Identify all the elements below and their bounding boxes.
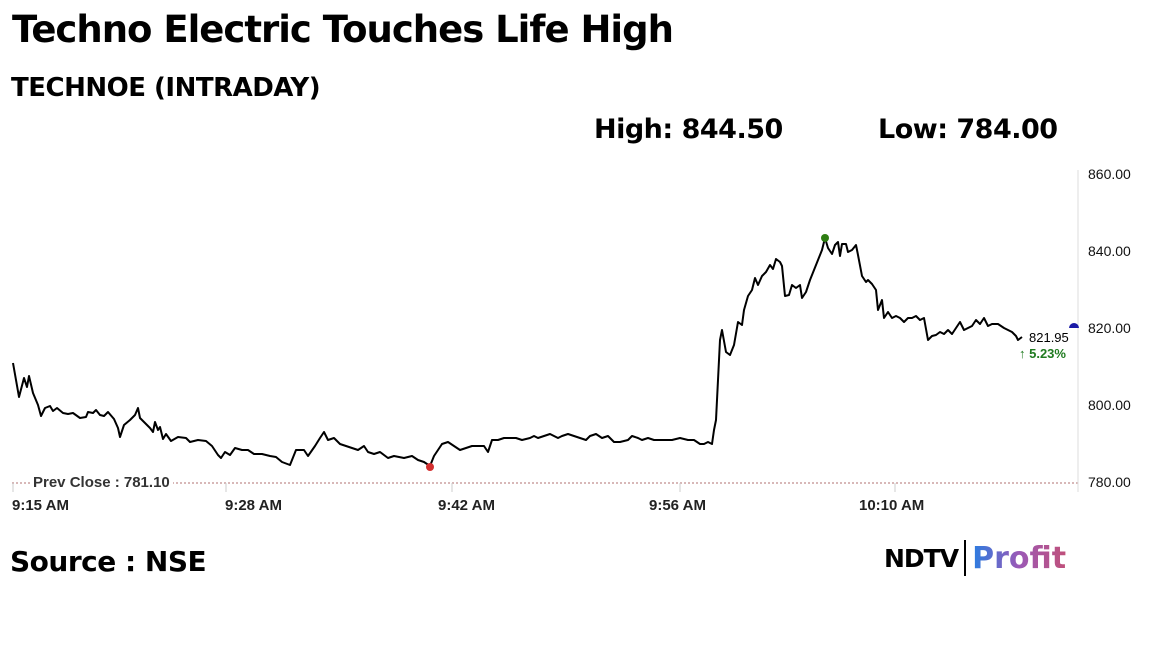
last-price-marker	[1069, 323, 1079, 328]
x-tick-915: 9:15 AM	[12, 497, 69, 514]
y-tick-860: 860.00	[1088, 166, 1131, 182]
logo-ndtv-text: NDTV	[884, 543, 959, 573]
chart-subtitle: TECHNOE (INTRADAY)	[11, 73, 321, 103]
last-price-label: 821.95	[1029, 330, 1069, 345]
chart-title: Techno Electric Touches Life High	[12, 8, 674, 51]
logo-profit-text: Profit	[972, 540, 1067, 576]
y-tick-780: 780.00	[1088, 474, 1131, 490]
y-tick-820: 820.00	[1088, 320, 1131, 336]
price-line	[12, 237, 1023, 467]
source-label: Source : NSE	[10, 545, 207, 578]
y-tick-840: 840.00	[1088, 243, 1131, 259]
logo-divider	[964, 540, 967, 576]
ndtv-profit-logo: NDTV Profit	[884, 538, 1066, 578]
high-marker	[821, 234, 829, 242]
x-tick-928: 9:28 AM	[225, 497, 282, 514]
low-value: Low: 784.00	[878, 114, 1058, 145]
y-tick-800: 800.00	[1088, 397, 1131, 413]
x-tick-956: 9:56 AM	[649, 497, 706, 514]
prev-close-label: Prev Close : 781.10	[30, 474, 173, 491]
low-marker	[426, 463, 434, 471]
x-tick-942: 9:42 AM	[438, 497, 495, 514]
x-tick-1010: 10:10 AM	[859, 497, 925, 514]
high-value: High: 844.50	[594, 114, 783, 145]
change-percent-label: ↑ 5.23%	[1019, 346, 1066, 361]
